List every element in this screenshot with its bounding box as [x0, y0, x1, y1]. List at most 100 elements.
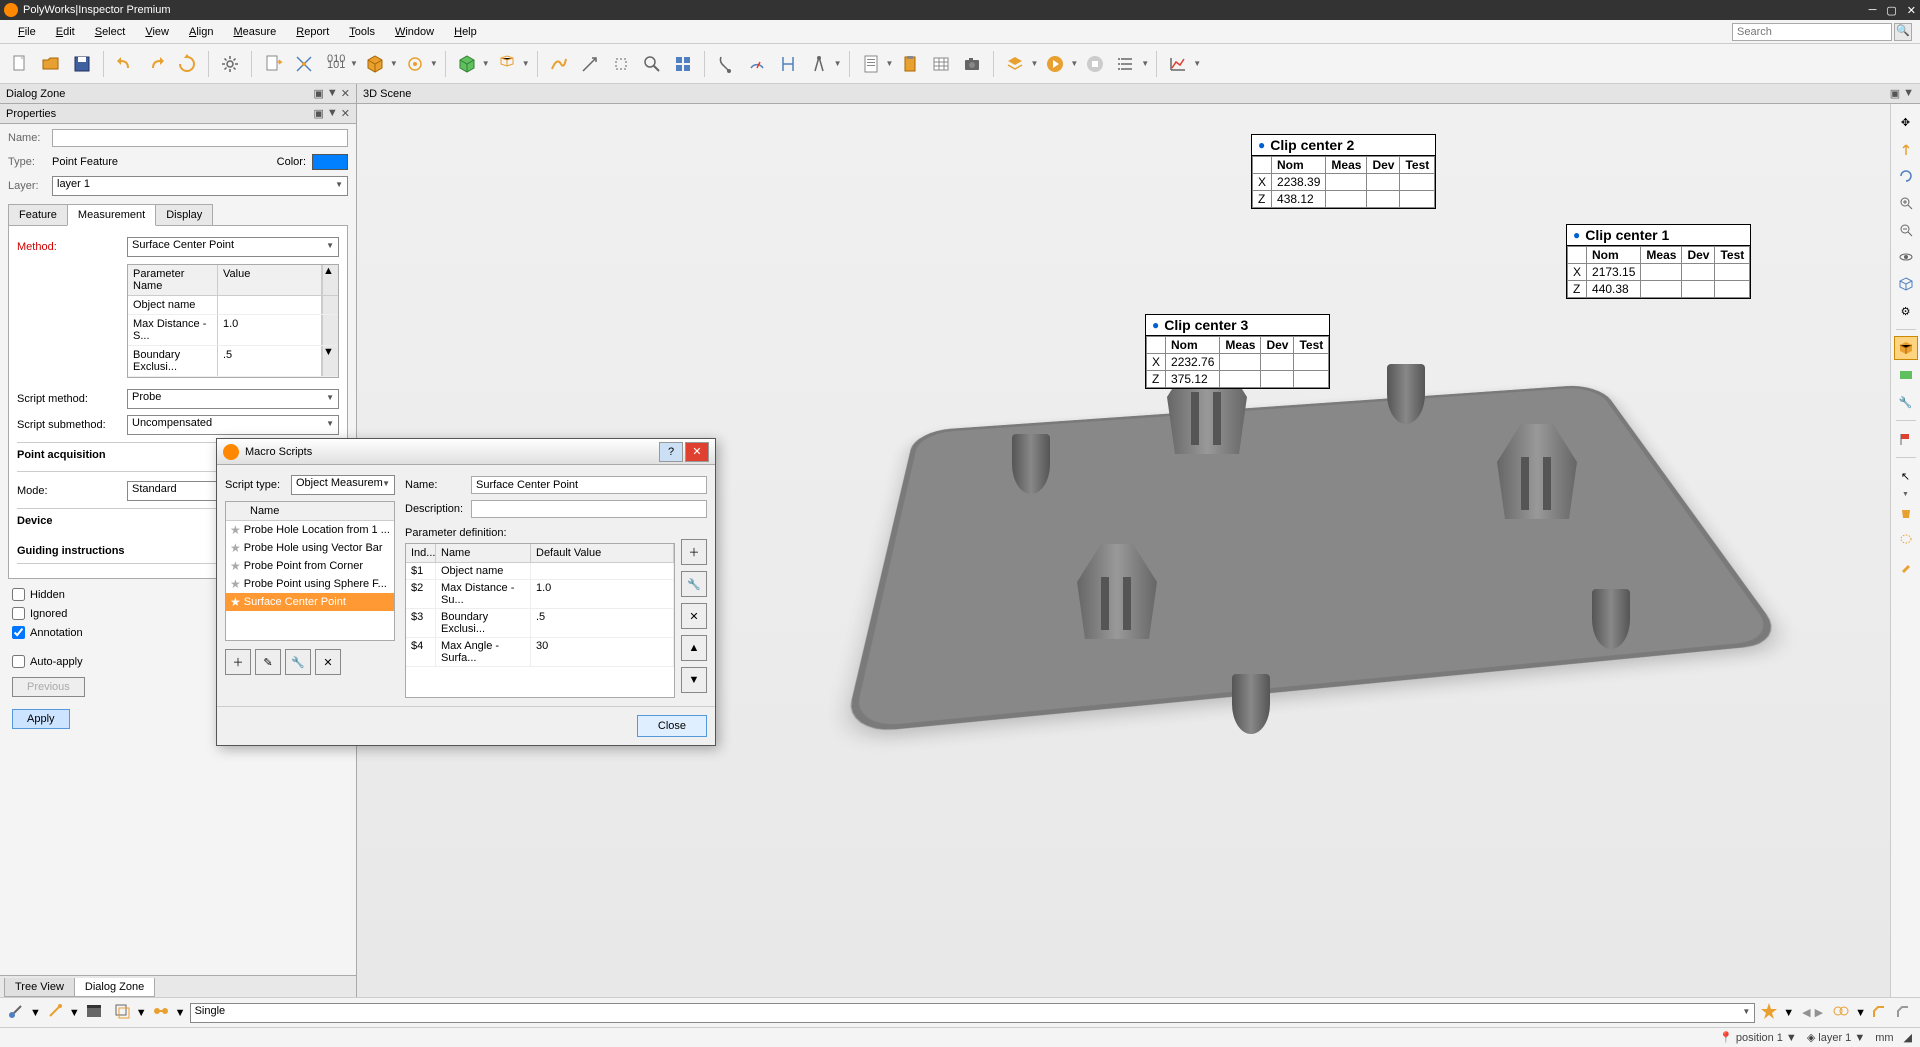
script-item[interactable]: ★Probe Point using Sphere F... — [226, 575, 394, 593]
menu-view[interactable]: View — [135, 23, 179, 41]
circles-icon[interactable] — [1831, 1001, 1851, 1024]
zoomin-icon[interactable] — [1894, 191, 1918, 215]
previous-button[interactable]: Previous — [12, 677, 85, 697]
script-item-selected[interactable]: ★Surface Center Point — [226, 593, 394, 611]
link-icon[interactable] — [151, 1001, 171, 1024]
param-row[interactable]: $3Boundary Exclusi....5 — [406, 609, 674, 638]
list-icon[interactable] — [1112, 50, 1140, 78]
scroll-up-icon[interactable]: ▲ — [322, 265, 338, 295]
menu-file[interactable]: File — [8, 23, 46, 41]
search-input[interactable] — [1732, 23, 1892, 41]
wand-icon[interactable] — [45, 1001, 65, 1024]
edit-param-button[interactable]: 🔧 — [681, 571, 707, 597]
add-script-button[interactable]: ＋ — [225, 649, 251, 675]
lasso-icon[interactable] — [1894, 528, 1918, 552]
menu-report[interactable]: Report — [286, 23, 339, 41]
caliper-icon[interactable] — [774, 50, 802, 78]
compass-icon[interactable] — [805, 50, 833, 78]
close-button[interactable]: Close — [637, 715, 707, 737]
align-icon[interactable] — [290, 50, 318, 78]
dialog-close-button[interactable]: ✕ — [685, 442, 709, 462]
gear-icon[interactable]: ⚙ — [1894, 299, 1918, 323]
zoomout-icon[interactable] — [1894, 218, 1918, 242]
script-item[interactable]: ★Probe Point from Corner — [226, 557, 394, 575]
maximize-button[interactable]: ▢ — [1886, 4, 1896, 17]
texture-icon[interactable] — [1894, 363, 1918, 387]
script-item[interactable]: ★Probe Hole using Vector Bar — [226, 539, 394, 557]
arrow-right-icon[interactable]: ▶ — [1815, 1006, 1823, 1019]
menu-edit[interactable]: Edit — [46, 23, 85, 41]
callout-clip-center-2[interactable]: Clip center 2 NomMeasDevTest X2238.39 Z4… — [1251, 134, 1436, 209]
target-icon[interactable] — [401, 50, 429, 78]
camera-icon[interactable] — [958, 50, 986, 78]
mesh-icon[interactable] — [493, 50, 521, 78]
status-position[interactable]: 📍position 1 ▼ — [1719, 1031, 1797, 1044]
script-type-select[interactable]: Object Measurem — [291, 475, 395, 495]
status-layer[interactable]: ◈layer 1 ▼ — [1807, 1031, 1865, 1044]
annotation-checkbox[interactable] — [12, 626, 25, 639]
crop-icon[interactable] — [607, 50, 635, 78]
param-row[interactable]: $2Max Distance - Su...1.0 — [406, 580, 674, 609]
new-icon[interactable] — [6, 50, 34, 78]
menu-help[interactable]: Help — [444, 23, 487, 41]
import-icon[interactable] — [259, 50, 287, 78]
tab-dialog-zone[interactable]: Dialog Zone — [74, 978, 155, 997]
settings-icon[interactable] — [216, 50, 244, 78]
grid-icon[interactable] — [669, 50, 697, 78]
menu-tools[interactable]: Tools — [339, 23, 385, 41]
move-down-button[interactable]: ▼ — [681, 667, 707, 693]
undo-icon[interactable] — [111, 50, 139, 78]
chart-icon[interactable] — [1164, 50, 1192, 78]
panel-dock-icon[interactable]: ▣ — [1890, 87, 1900, 100]
minimize-button[interactable]: ─ — [1869, 4, 1877, 17]
macro-name-input[interactable] — [471, 476, 707, 494]
menu-measure[interactable]: Measure — [223, 23, 286, 41]
axis-icon[interactable] — [1894, 137, 1918, 161]
layers-icon[interactable] — [1001, 50, 1029, 78]
shaded-cube-icon[interactable] — [1894, 336, 1918, 360]
param-value[interactable]: 1.0 — [218, 315, 322, 345]
clapper-icon[interactable] — [84, 1001, 104, 1024]
report-icon[interactable] — [857, 50, 885, 78]
move-icon[interactable]: ✥ — [1894, 110, 1918, 134]
param-value[interactable]: .5 — [218, 346, 322, 376]
delete-script-button[interactable]: ✕ — [315, 649, 341, 675]
view-cube-icon[interactable] — [1894, 272, 1918, 296]
tab-display[interactable]: Display — [155, 204, 213, 225]
search-button[interactable]: 🔍 — [1894, 23, 1912, 41]
gauge-icon[interactable] — [743, 50, 771, 78]
stop-icon[interactable] — [1081, 50, 1109, 78]
eye-icon[interactable] — [1894, 245, 1918, 269]
script-item[interactable]: ★Probe Hole Location from 1 ... — [226, 521, 394, 539]
config-script-button[interactable]: 🔧 — [285, 649, 311, 675]
panel-dock-icon[interactable]: ▣ — [313, 87, 323, 100]
star-icon[interactable] — [1759, 1001, 1779, 1024]
status-resize-icon[interactable]: ◢ — [1904, 1031, 1912, 1044]
probe2-icon[interactable] — [6, 1001, 26, 1024]
brush-icon[interactable] — [1894, 555, 1918, 579]
move-up-button[interactable]: ▲ — [681, 635, 707, 661]
dialog-help-button[interactable]: ? — [659, 442, 683, 462]
scroll-down-icon[interactable]: ▼ — [322, 346, 338, 376]
layer-icon[interactable] — [112, 1001, 132, 1024]
script-method-select[interactable]: Probe — [127, 389, 339, 409]
macro-desc-input[interactable] — [471, 500, 707, 518]
probe-icon[interactable] — [712, 50, 740, 78]
redo-icon[interactable] — [142, 50, 170, 78]
bucket-icon[interactable] — [1894, 501, 1918, 525]
cursor-icon[interactable]: ↖ — [1894, 464, 1918, 488]
apply-button[interactable]: Apply — [12, 709, 70, 729]
panel-pin-icon[interactable]: ▼ — [1903, 87, 1914, 100]
panel-close-icon[interactable]: ✕ — [341, 107, 350, 120]
add-param-button[interactable]: ＋ — [681, 539, 707, 565]
rotate-icon[interactable] — [1894, 164, 1918, 188]
cube-icon[interactable] — [361, 50, 389, 78]
robot2-icon[interactable] — [1894, 1001, 1914, 1024]
param-value[interactable] — [218, 296, 322, 314]
menu-align[interactable]: Align — [179, 23, 223, 41]
wrench-icon[interactable]: 🔧 — [1894, 390, 1918, 414]
menu-select[interactable]: Select — [85, 23, 136, 41]
name-input[interactable] — [52, 129, 348, 147]
hidden-checkbox[interactable] — [12, 588, 25, 601]
table-icon[interactable] — [927, 50, 955, 78]
